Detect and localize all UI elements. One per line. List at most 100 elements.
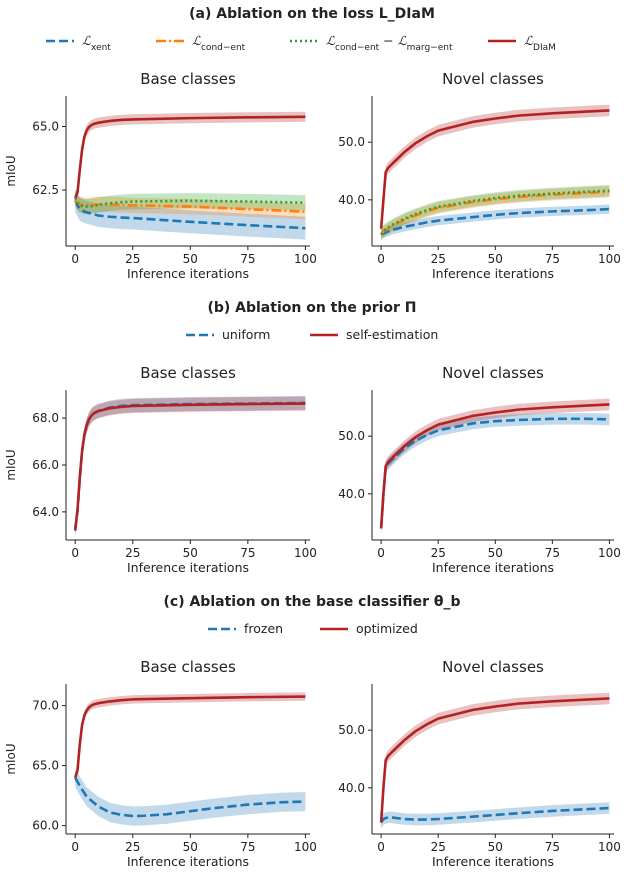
panel-title: Base classes bbox=[140, 364, 236, 382]
x-axis-label: Inference iterations bbox=[127, 854, 249, 869]
x-tick-label: 75 bbox=[545, 546, 560, 560]
series-line-2 bbox=[379, 403, 610, 529]
y-tick-label: 40.0 bbox=[338, 487, 365, 501]
y-tick-label: 68.0 bbox=[32, 411, 59, 425]
section-1: (a) Ablation on the loss L_DIaM ℒxent ℒcon… bbox=[4, 6, 621, 281]
series-line-1 bbox=[379, 417, 610, 529]
panel-novel: Novel classes 0 25 50 75 100 40.0 50.0 Inference… bbox=[338, 364, 621, 575]
y-tick-label: 40.0 bbox=[338, 781, 365, 795]
y-tick-label: 60.0 bbox=[32, 819, 59, 833]
series-line-1 bbox=[380, 806, 610, 824]
band-2 bbox=[381, 186, 610, 241]
x-tick-label: 25 bbox=[431, 840, 446, 854]
series-line-3 bbox=[74, 197, 306, 208]
x-tick-label: 100 bbox=[294, 252, 317, 266]
x-tick-label: 25 bbox=[125, 252, 140, 266]
y-tick-label: 40.0 bbox=[338, 193, 365, 207]
band-1 bbox=[75, 395, 306, 536]
x-tick-label: 25 bbox=[431, 252, 446, 266]
x-tick-label: 100 bbox=[294, 546, 317, 560]
band-1 bbox=[381, 204, 610, 240]
y-axis-label: mIoU bbox=[4, 155, 18, 186]
band-3 bbox=[75, 190, 306, 215]
section-title: (c) Ablation on the base classifier θ_b bbox=[164, 594, 461, 610]
x-tick-label: 0 bbox=[377, 252, 385, 266]
x-tick-label: 50 bbox=[183, 546, 198, 560]
legend-label-4: ℒDIaM bbox=[524, 33, 556, 53]
panel-title: Novel classes bbox=[442, 658, 544, 676]
panel-title: Base classes bbox=[140, 658, 236, 676]
x-tick-label: 100 bbox=[294, 840, 317, 854]
y-tick-label: 50.0 bbox=[338, 429, 365, 443]
x-tick-label: 0 bbox=[377, 840, 385, 854]
y-tick-label: 50.0 bbox=[338, 723, 365, 737]
x-tick-label: 75 bbox=[240, 252, 255, 266]
legend-label-2: optimized bbox=[356, 621, 418, 636]
legend: frozen optimized bbox=[208, 621, 418, 636]
band-2 bbox=[75, 692, 306, 782]
panel-title: Novel classes bbox=[442, 70, 544, 88]
y-tick-label: 50.0 bbox=[338, 135, 365, 149]
x-tick-label: 0 bbox=[71, 546, 79, 560]
series-line-1 bbox=[380, 207, 610, 236]
x-tick-label: 50 bbox=[488, 546, 503, 560]
legend-label-3: ℒcond−ent − ℒmarg−ent bbox=[326, 33, 453, 53]
band-3 bbox=[381, 184, 610, 241]
y-tick-label: 65.0 bbox=[32, 120, 59, 134]
band-1 bbox=[381, 802, 610, 829]
x-axis-label: Inference iterations bbox=[432, 560, 554, 575]
x-axis-label: Inference iterations bbox=[127, 266, 249, 281]
section-3: (c) Ablation on the base classifier θ_bf… bbox=[4, 594, 621, 869]
band-1 bbox=[75, 768, 306, 826]
y-tick-label: 64.0 bbox=[32, 505, 59, 519]
x-axis-label: Inference iterations bbox=[432, 266, 554, 281]
x-tick-label: 25 bbox=[431, 546, 446, 560]
section-title: (b) Ablation on the prior Π bbox=[207, 300, 416, 316]
legend: uniform self-estimation bbox=[186, 327, 438, 342]
x-tick-label: 25 bbox=[125, 840, 140, 854]
y-tick-label: 65.0 bbox=[32, 759, 59, 773]
panel-novel: Novel classes 0 25 50 75 100 40.0 50.0 Inference… bbox=[338, 70, 621, 281]
series-line-4 bbox=[379, 109, 610, 229]
legend-label-1: uniform bbox=[222, 327, 270, 342]
series-line-4 bbox=[74, 115, 306, 199]
legend-label-2: self-estimation bbox=[346, 327, 438, 342]
y-axis-label: mIoU bbox=[4, 743, 18, 774]
panel-base: Base classes 0 25 50 75 100 62.5 65.0 Inference … bbox=[4, 70, 317, 281]
series-line-2 bbox=[74, 199, 306, 213]
legend-label-2: ℒcond−ent bbox=[192, 33, 246, 53]
y-axis-label: mIoU bbox=[4, 449, 18, 480]
x-axis-label: Inference iterations bbox=[432, 854, 554, 869]
section-title: (a) Ablation on the loss L_DIaM bbox=[189, 6, 435, 22]
x-tick-label: 100 bbox=[598, 546, 621, 560]
x-tick-label: 75 bbox=[545, 840, 560, 854]
section-2: (b) Ablation on the prior Π uniform self-e… bbox=[4, 300, 621, 575]
panel-base: Base classes 0 25 50 75 100 60.0 65.0 70.0 Infere… bbox=[4, 658, 317, 869]
y-tick-label: 66.0 bbox=[32, 458, 59, 472]
x-tick-label: 0 bbox=[71, 252, 79, 266]
x-axis-label: Inference iterations bbox=[127, 560, 249, 575]
band-4 bbox=[75, 111, 306, 203]
series-line-3 bbox=[380, 189, 610, 236]
x-tick-label: 25 bbox=[125, 546, 140, 560]
x-tick-label: 50 bbox=[488, 840, 503, 854]
y-tick-label: 70.0 bbox=[32, 699, 59, 713]
x-tick-label: 50 bbox=[183, 840, 198, 854]
band-2 bbox=[75, 396, 306, 538]
legend-label-1: ℒxent bbox=[82, 33, 111, 53]
x-tick-label: 50 bbox=[488, 252, 503, 266]
panel-title: Base classes bbox=[140, 70, 236, 88]
x-tick-label: 100 bbox=[598, 252, 621, 266]
band-1 bbox=[75, 188, 306, 240]
x-tick-label: 50 bbox=[183, 252, 198, 266]
panel-base: Base classes 0 25 50 75 100 64.0 66.0 68.0 Infere… bbox=[4, 364, 317, 575]
legend-label-1: frozen bbox=[244, 621, 283, 636]
x-tick-label: 0 bbox=[377, 546, 385, 560]
band-1 bbox=[381, 413, 610, 535]
x-tick-label: 75 bbox=[240, 546, 255, 560]
x-tick-label: 100 bbox=[598, 840, 621, 854]
legend: ℒxent ℒcond−ent ℒcond−ent − ℒmarg−ent ℒDIaM bbox=[46, 33, 556, 53]
panel-title: Novel classes bbox=[442, 364, 544, 382]
series-line-2 bbox=[379, 697, 610, 823]
